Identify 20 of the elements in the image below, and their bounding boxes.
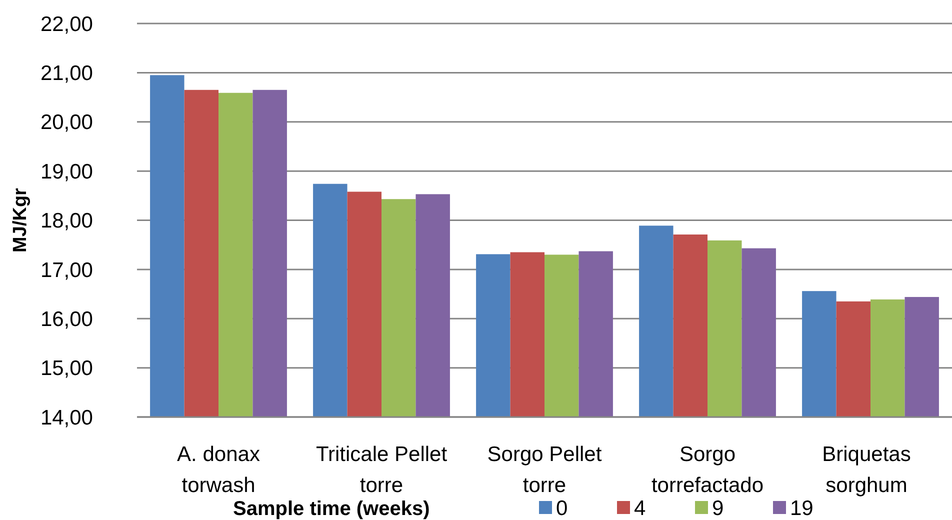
y-tick-label: 20,00 <box>40 111 93 134</box>
legend-label: 19 <box>790 497 814 520</box>
x-tick-label: Sorgo Pellet torre <box>487 443 602 497</box>
x-tick-label: A. donax torwash <box>177 443 260 497</box>
y-tick-label: 19,00 <box>40 160 93 184</box>
x-tick-label: Triticale Pellet torre <box>316 443 448 497</box>
legend-title: Sample time (weeks) <box>233 498 430 520</box>
y-tick-label: 17,00 <box>40 258 93 282</box>
x-tick-label: Sorgo torrefactado <box>651 443 764 497</box>
x-tick-label: Briquetas sorghum <box>822 443 911 497</box>
y-axis-title: MJ/Kgr <box>10 187 31 252</box>
y-tick-label: 16,00 <box>40 308 93 331</box>
y-tick-label: 21,00 <box>40 62 93 86</box>
legend-label: 9 <box>712 497 724 520</box>
legend-label: 0 <box>556 497 568 520</box>
y-tick-label: 22,00 <box>40 12 93 36</box>
y-tick-label: 18,00 <box>40 210 93 233</box>
y-tick-label: 14,00 <box>40 406 93 430</box>
legend-label: 4 <box>634 497 646 520</box>
y-tick-label: 15,00 <box>40 357 93 380</box>
